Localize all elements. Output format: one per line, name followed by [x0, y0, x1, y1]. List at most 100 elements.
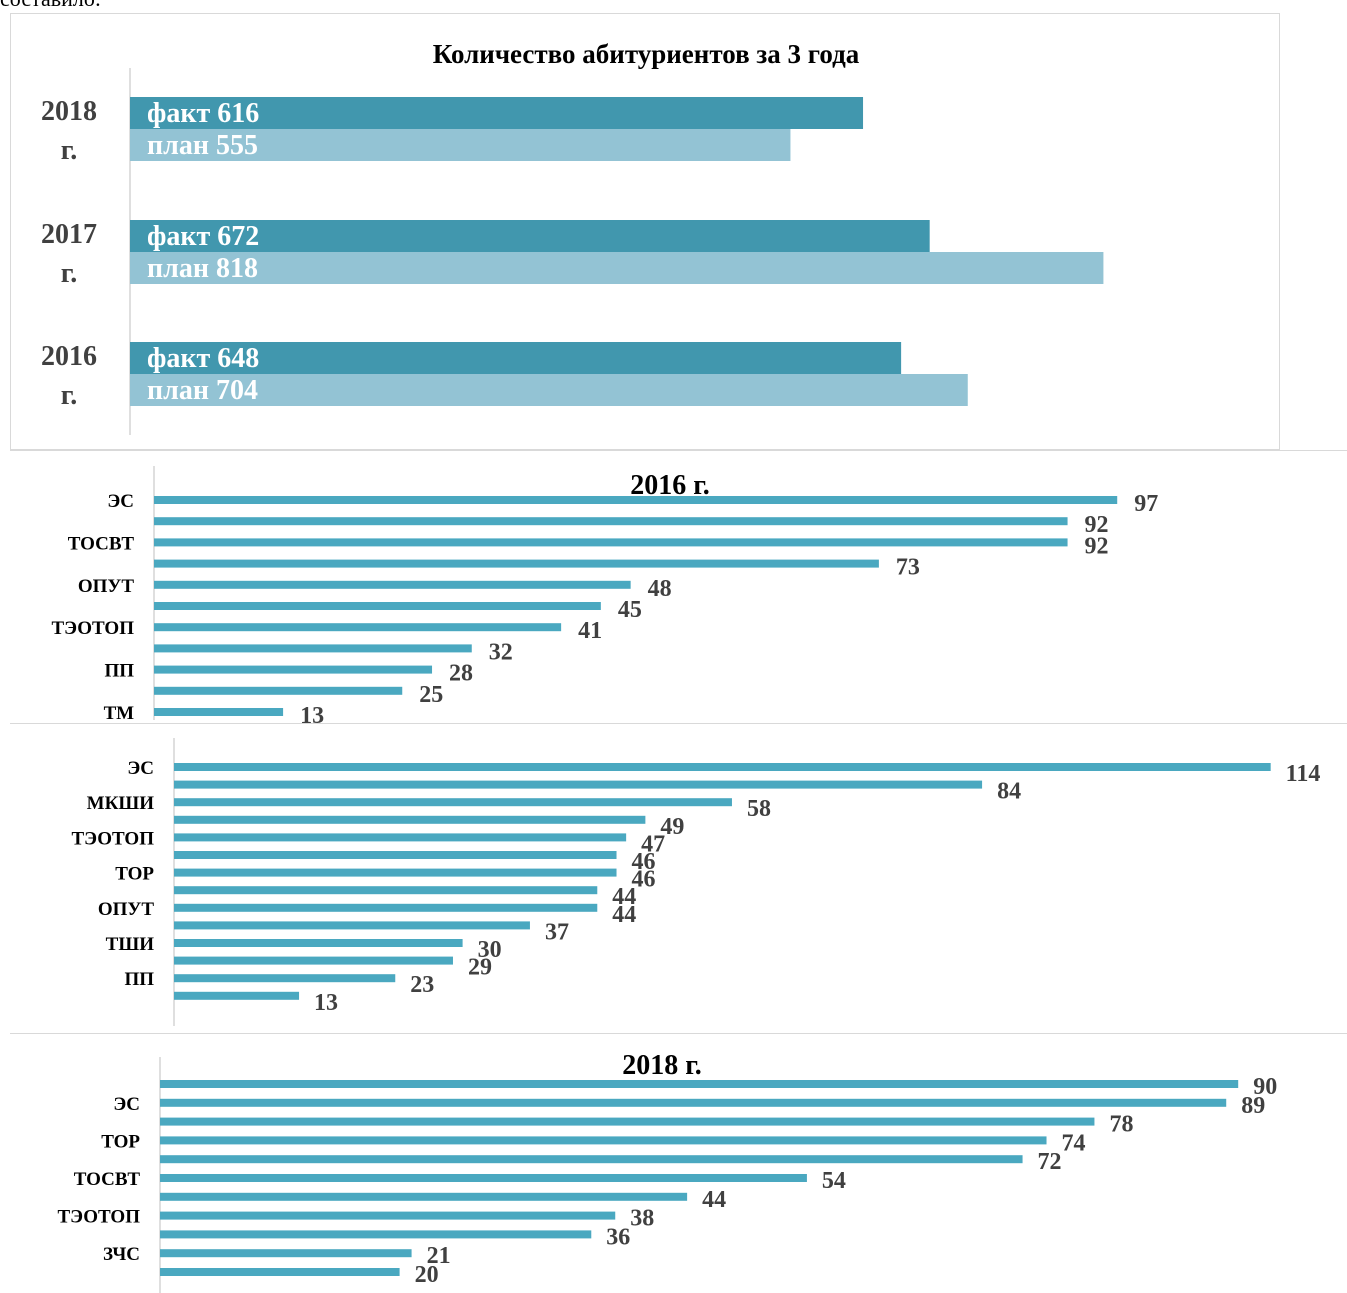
data-label: 36 [606, 1224, 630, 1250]
bar [174, 868, 617, 877]
data-label: 25 [419, 682, 443, 708]
data-label: 72 [1038, 1149, 1062, 1175]
chart-2017-svg: ЭСМКШИТЭОТОПТОРОПУТТШИПП1148458494746464… [71, 738, 1321, 1026]
bar [160, 1211, 616, 1220]
data-label: 58 [747, 796, 771, 822]
bar [160, 1268, 400, 1276]
divider [10, 723, 1347, 724]
bar [154, 686, 403, 695]
bar [154, 708, 284, 716]
category-label: 2017 [41, 219, 97, 250]
chart-applicants-3-years: Количество абитуриентов за 3 года 2018 г. ф… [10, 13, 1280, 450]
bar [160, 1249, 412, 1258]
bar [160, 1230, 592, 1239]
data-label: 37 [545, 919, 569, 945]
data-label: 92 [1085, 512, 1109, 538]
bar-план [130, 252, 1104, 284]
category-label: ПП [124, 969, 154, 990]
category-label: 2016 [41, 341, 97, 372]
bar [174, 833, 627, 842]
category-label: г. [61, 380, 78, 411]
bar [174, 851, 617, 859]
bar [160, 1098, 1227, 1107]
data-label: 47 [641, 831, 665, 857]
data-label: 29 [468, 955, 492, 981]
category-label: 2018 [41, 96, 97, 127]
bar [174, 815, 646, 824]
bar [154, 602, 601, 610]
category-label: ТОР [115, 864, 154, 885]
chart-title: 2018 г. [622, 1050, 702, 1081]
bar [174, 974, 396, 983]
bar-план [130, 374, 968, 406]
category-label: ПП [104, 661, 134, 682]
bar [160, 1080, 1239, 1088]
bar [174, 939, 463, 947]
divider [10, 450, 1347, 451]
chart-applicants-svg: Количество абитуриентов за 3 года 2018 г. ф… [41, 39, 1104, 435]
data-label: 44 [612, 884, 636, 910]
data-label: 23 [410, 972, 434, 998]
bar [154, 580, 631, 589]
bar [154, 665, 433, 674]
data-label: факт 672 [147, 221, 259, 252]
data-label: 97 [1134, 491, 1158, 517]
data-label: факт 616 [147, 98, 259, 129]
data-label: 44 [702, 1187, 726, 1213]
bar-план [130, 129, 791, 161]
bar [174, 886, 598, 895]
bar [174, 798, 732, 807]
bar [160, 1174, 807, 1182]
bar-факт [130, 342, 902, 374]
category-label: г. [61, 135, 78, 166]
data-label: 46 [632, 867, 656, 893]
data-label: план 704 [147, 375, 258, 406]
category-label: ЭС [127, 758, 154, 779]
category-label: ТОР [101, 1131, 140, 1152]
data-label: 92 [1085, 533, 1109, 559]
category-label: ОПУТ [98, 899, 155, 920]
data-label: 28 [449, 661, 473, 687]
divider [10, 1033, 1347, 1034]
bar [174, 956, 453, 965]
data-label: 49 [660, 814, 684, 840]
bar [154, 623, 562, 632]
bar [154, 517, 1068, 526]
category-label: ТМ [104, 703, 134, 724]
category-label: ЗЧС [103, 1244, 140, 1265]
bar [154, 538, 1068, 547]
category-label: ТЭОТОП [51, 618, 134, 639]
bar [160, 1136, 1047, 1145]
bar [174, 991, 300, 1000]
category-label: ЭС [107, 491, 134, 512]
data-label: 21 [427, 1243, 451, 1269]
data-label: 89 [1241, 1093, 1265, 1119]
bar [154, 496, 1118, 504]
data-label: 46 [632, 849, 656, 875]
chart-title: Количество абитуриентов за 3 года [433, 39, 860, 69]
bar [174, 780, 983, 789]
intro-text: составило: [0, 0, 101, 12]
data-label: план 555 [147, 130, 258, 161]
data-label: 84 [997, 779, 1021, 805]
data-label: факт 648 [147, 343, 259, 374]
bar [154, 644, 472, 653]
category-label: ТШИ [106, 934, 155, 955]
data-label: 30 [478, 937, 502, 963]
bar [174, 763, 1271, 771]
chart-2016: 2016 г. ЭС ТОСВТ ОПУТ ТЭОТОП ПП ТМ 97 92 92 73 48 45… [10, 452, 1347, 729]
data-label: 41 [578, 618, 602, 644]
data-label: 114 [1286, 761, 1321, 787]
data-label: 90 [1253, 1074, 1277, 1100]
category-label: МКШИ [87, 793, 155, 814]
bar [154, 559, 879, 568]
data-label: 78 [1109, 1112, 1133, 1138]
bar-факт [130, 220, 930, 252]
data-label: 45 [618, 597, 642, 623]
data-label: 32 [489, 639, 513, 665]
category-label: ТОСВТ [74, 1169, 141, 1190]
data-label: 44 [612, 902, 636, 928]
bar [160, 1117, 1095, 1126]
